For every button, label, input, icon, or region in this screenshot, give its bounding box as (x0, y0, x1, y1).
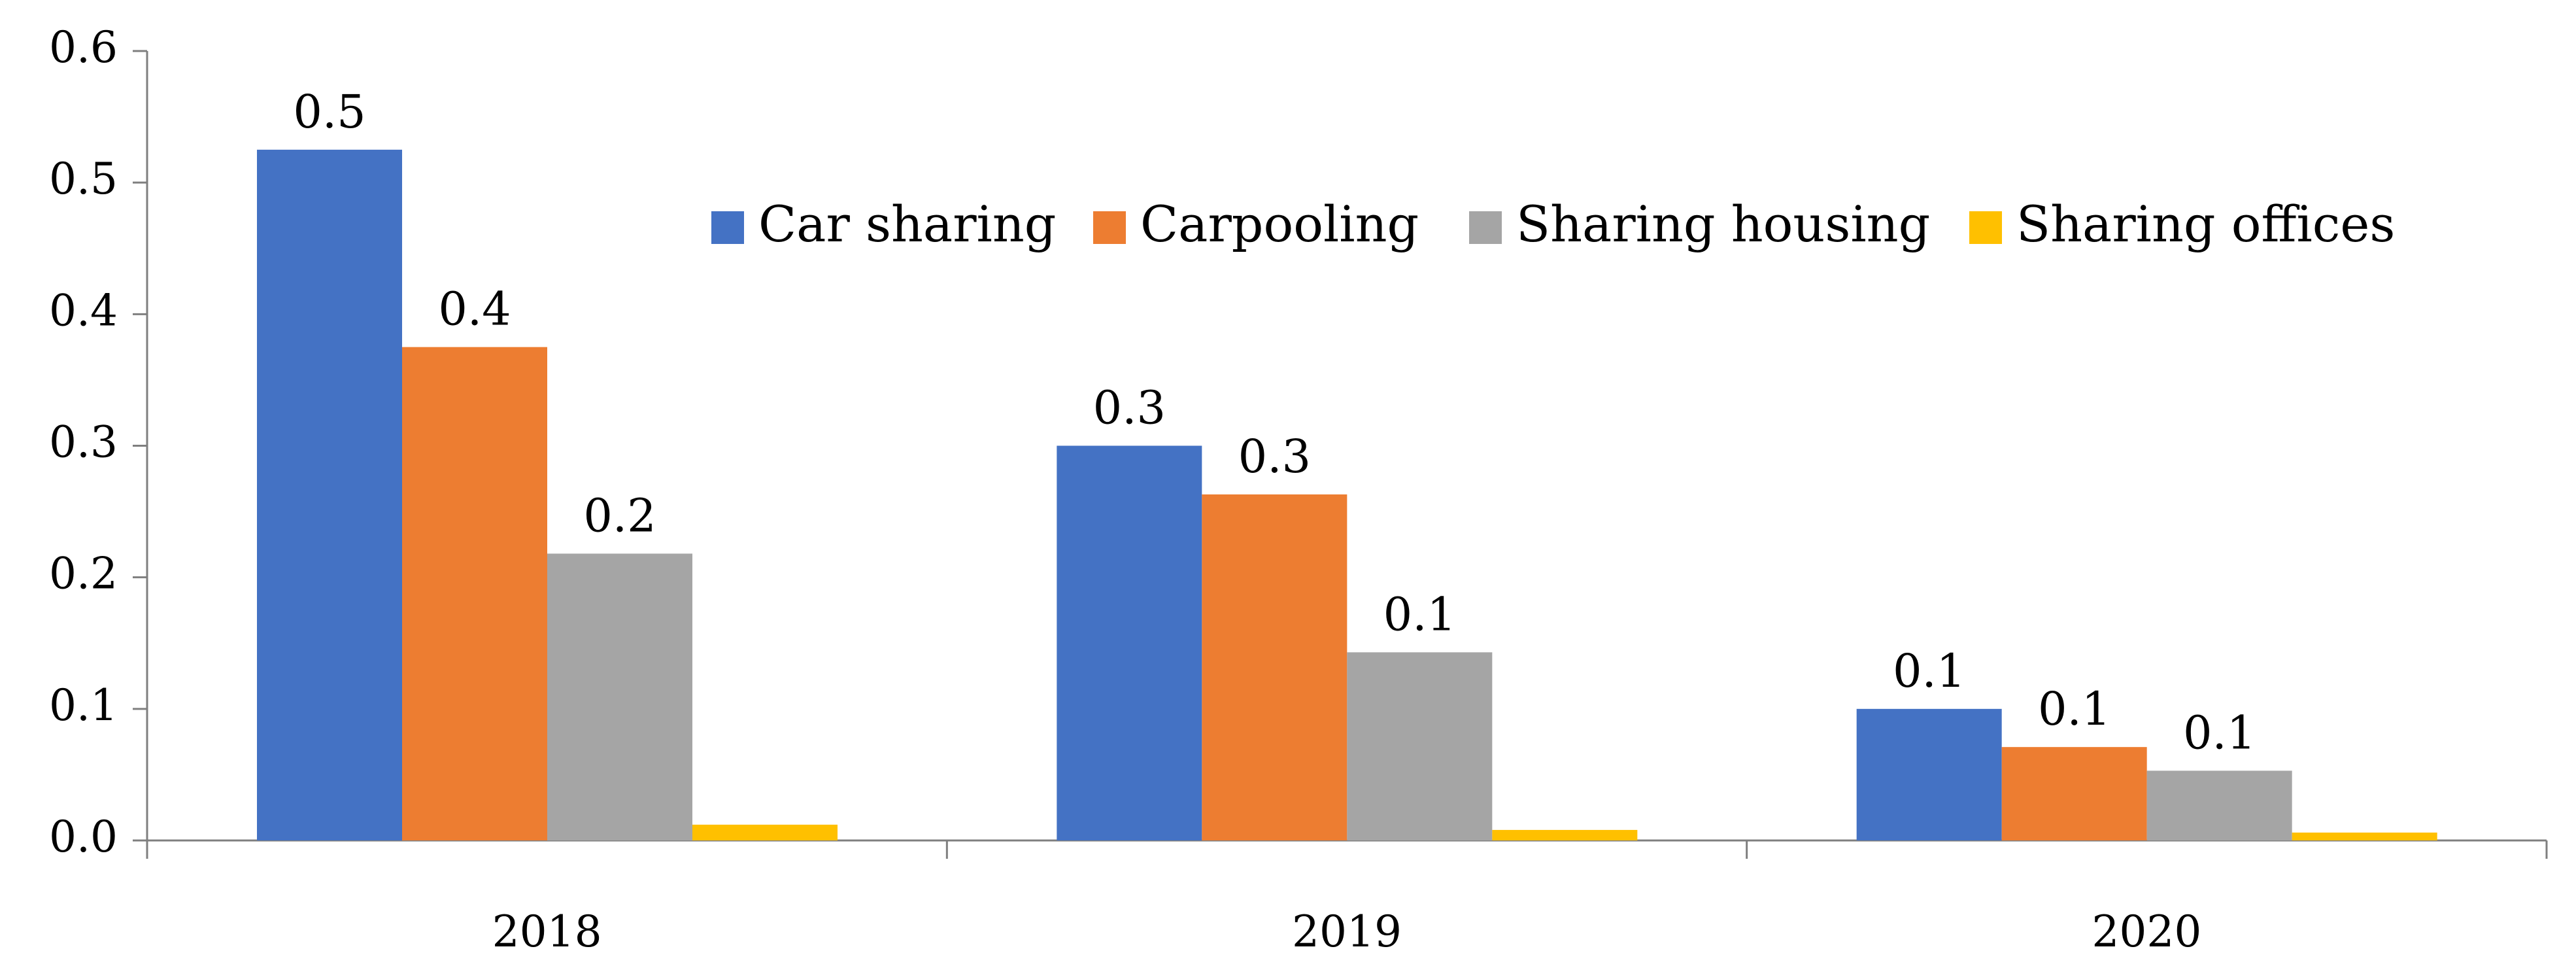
legend-swatch (711, 211, 744, 244)
legend-label: Car sharing (758, 195, 1056, 253)
bar (2001, 747, 2147, 840)
data-label: 0.2 (583, 489, 656, 542)
y-tick-label: 0.2 (49, 549, 118, 599)
bar (692, 824, 838, 840)
data-label: 0.1 (1383, 587, 1456, 641)
bar (1492, 829, 1638, 840)
legend-swatch (1969, 211, 2002, 244)
chart-axes: 0.0 0.1 0.2 0.3 0.4 0.5 0.6 2018 2019 2020 (49, 22, 2548, 957)
data-label: 0.1 (2038, 682, 2110, 736)
y-tick-label: 0.4 (49, 285, 118, 336)
chart-data-labels: 0.5 0.4 0.2 0.3 0.3 0.1 0.1 0.1 0.1 (293, 85, 2256, 760)
legend-label: Sharing housing (1516, 195, 1930, 253)
bar (1202, 494, 1347, 840)
y-tick-label: 0.6 (49, 22, 118, 73)
bar (257, 149, 402, 840)
y-tick-label: 0.1 (49, 680, 118, 731)
y-tick-label: 0.0 (49, 812, 118, 862)
y-tick-label: 0.3 (49, 417, 118, 468)
legend-swatch (1469, 211, 1502, 244)
data-label: 0.3 (1238, 430, 1311, 483)
bar (402, 347, 547, 840)
x-category-label: 2018 (492, 907, 602, 957)
bar (1347, 652, 1493, 840)
data-label: 0.4 (438, 283, 511, 336)
y-tick-label: 0.5 (49, 154, 118, 204)
bar (1856, 708, 2002, 840)
bar (2292, 832, 2437, 840)
x-category-label: 2019 (1292, 907, 1402, 957)
x-category-label: 2020 (2092, 907, 2201, 957)
chart-legend: Car sharing Carpooling Sharing housing Shar… (711, 195, 2395, 253)
bar (2146, 770, 2292, 840)
data-label: 0.1 (2183, 706, 2256, 759)
legend-label: Sharing offices (2016, 195, 2395, 253)
chart-bars (257, 149, 2437, 840)
data-label: 0.1 (1893, 644, 1965, 698)
legend-label: Carpooling (1140, 195, 1419, 253)
data-label: 0.5 (293, 85, 365, 139)
bar (547, 553, 692, 840)
legend-swatch (1093, 211, 1126, 244)
data-label: 0.3 (1093, 381, 1166, 435)
bar (1057, 445, 1202, 840)
